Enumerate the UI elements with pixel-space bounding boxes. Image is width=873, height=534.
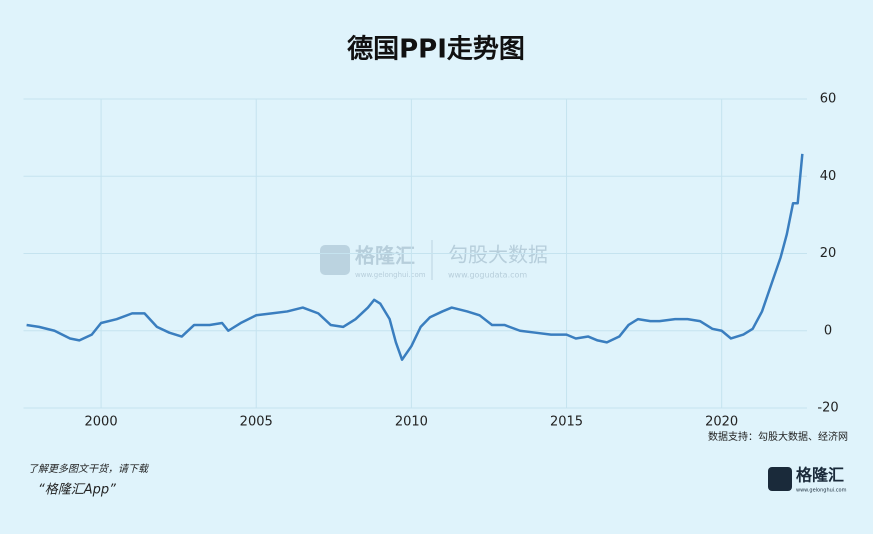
x-tick-label: 2020 — [705, 415, 738, 430]
watermark-url: www.gelonghui.com — [355, 271, 426, 279]
data-line — [26, 153, 804, 361]
source-note: 数据支持：勾股大数据、经济网 — [708, 430, 848, 443]
footer-logo-url: www.gelonghui.com — [796, 488, 847, 494]
x-tick-label: 2010 — [395, 415, 428, 430]
footer-app: “格隆汇App” — [38, 483, 116, 498]
y-tick-label: 20 — [820, 246, 837, 261]
footer-logo: 格隆汇 — [796, 466, 844, 485]
x-tick-label: 2005 — [240, 415, 273, 430]
watermark-partner: 勾股大数据 — [448, 243, 548, 267]
chart-title: 德国PPI走势图 — [347, 35, 525, 65]
watermark-partner-url: www.gogudata.com — [448, 271, 527, 280]
y-tick-label: -20 — [817, 401, 838, 416]
y-tick-label: 60 — [820, 92, 837, 107]
footer-logo-icon — [768, 467, 792, 491]
y-tick-label: 0 — [824, 323, 832, 338]
x-tick-label: 2015 — [550, 415, 583, 430]
x-tick-label: 2000 — [85, 415, 118, 430]
watermark-brand: 格隆汇 — [355, 244, 415, 268]
footer-text: 了解更多图文干货，请下载 — [28, 463, 150, 475]
watermark: 格隆汇 www.gelonghui.com 勾股大数据 www.gogudata… — [320, 240, 548, 280]
y-tick-label: 40 — [820, 169, 837, 184]
watermark-logo — [320, 245, 350, 275]
